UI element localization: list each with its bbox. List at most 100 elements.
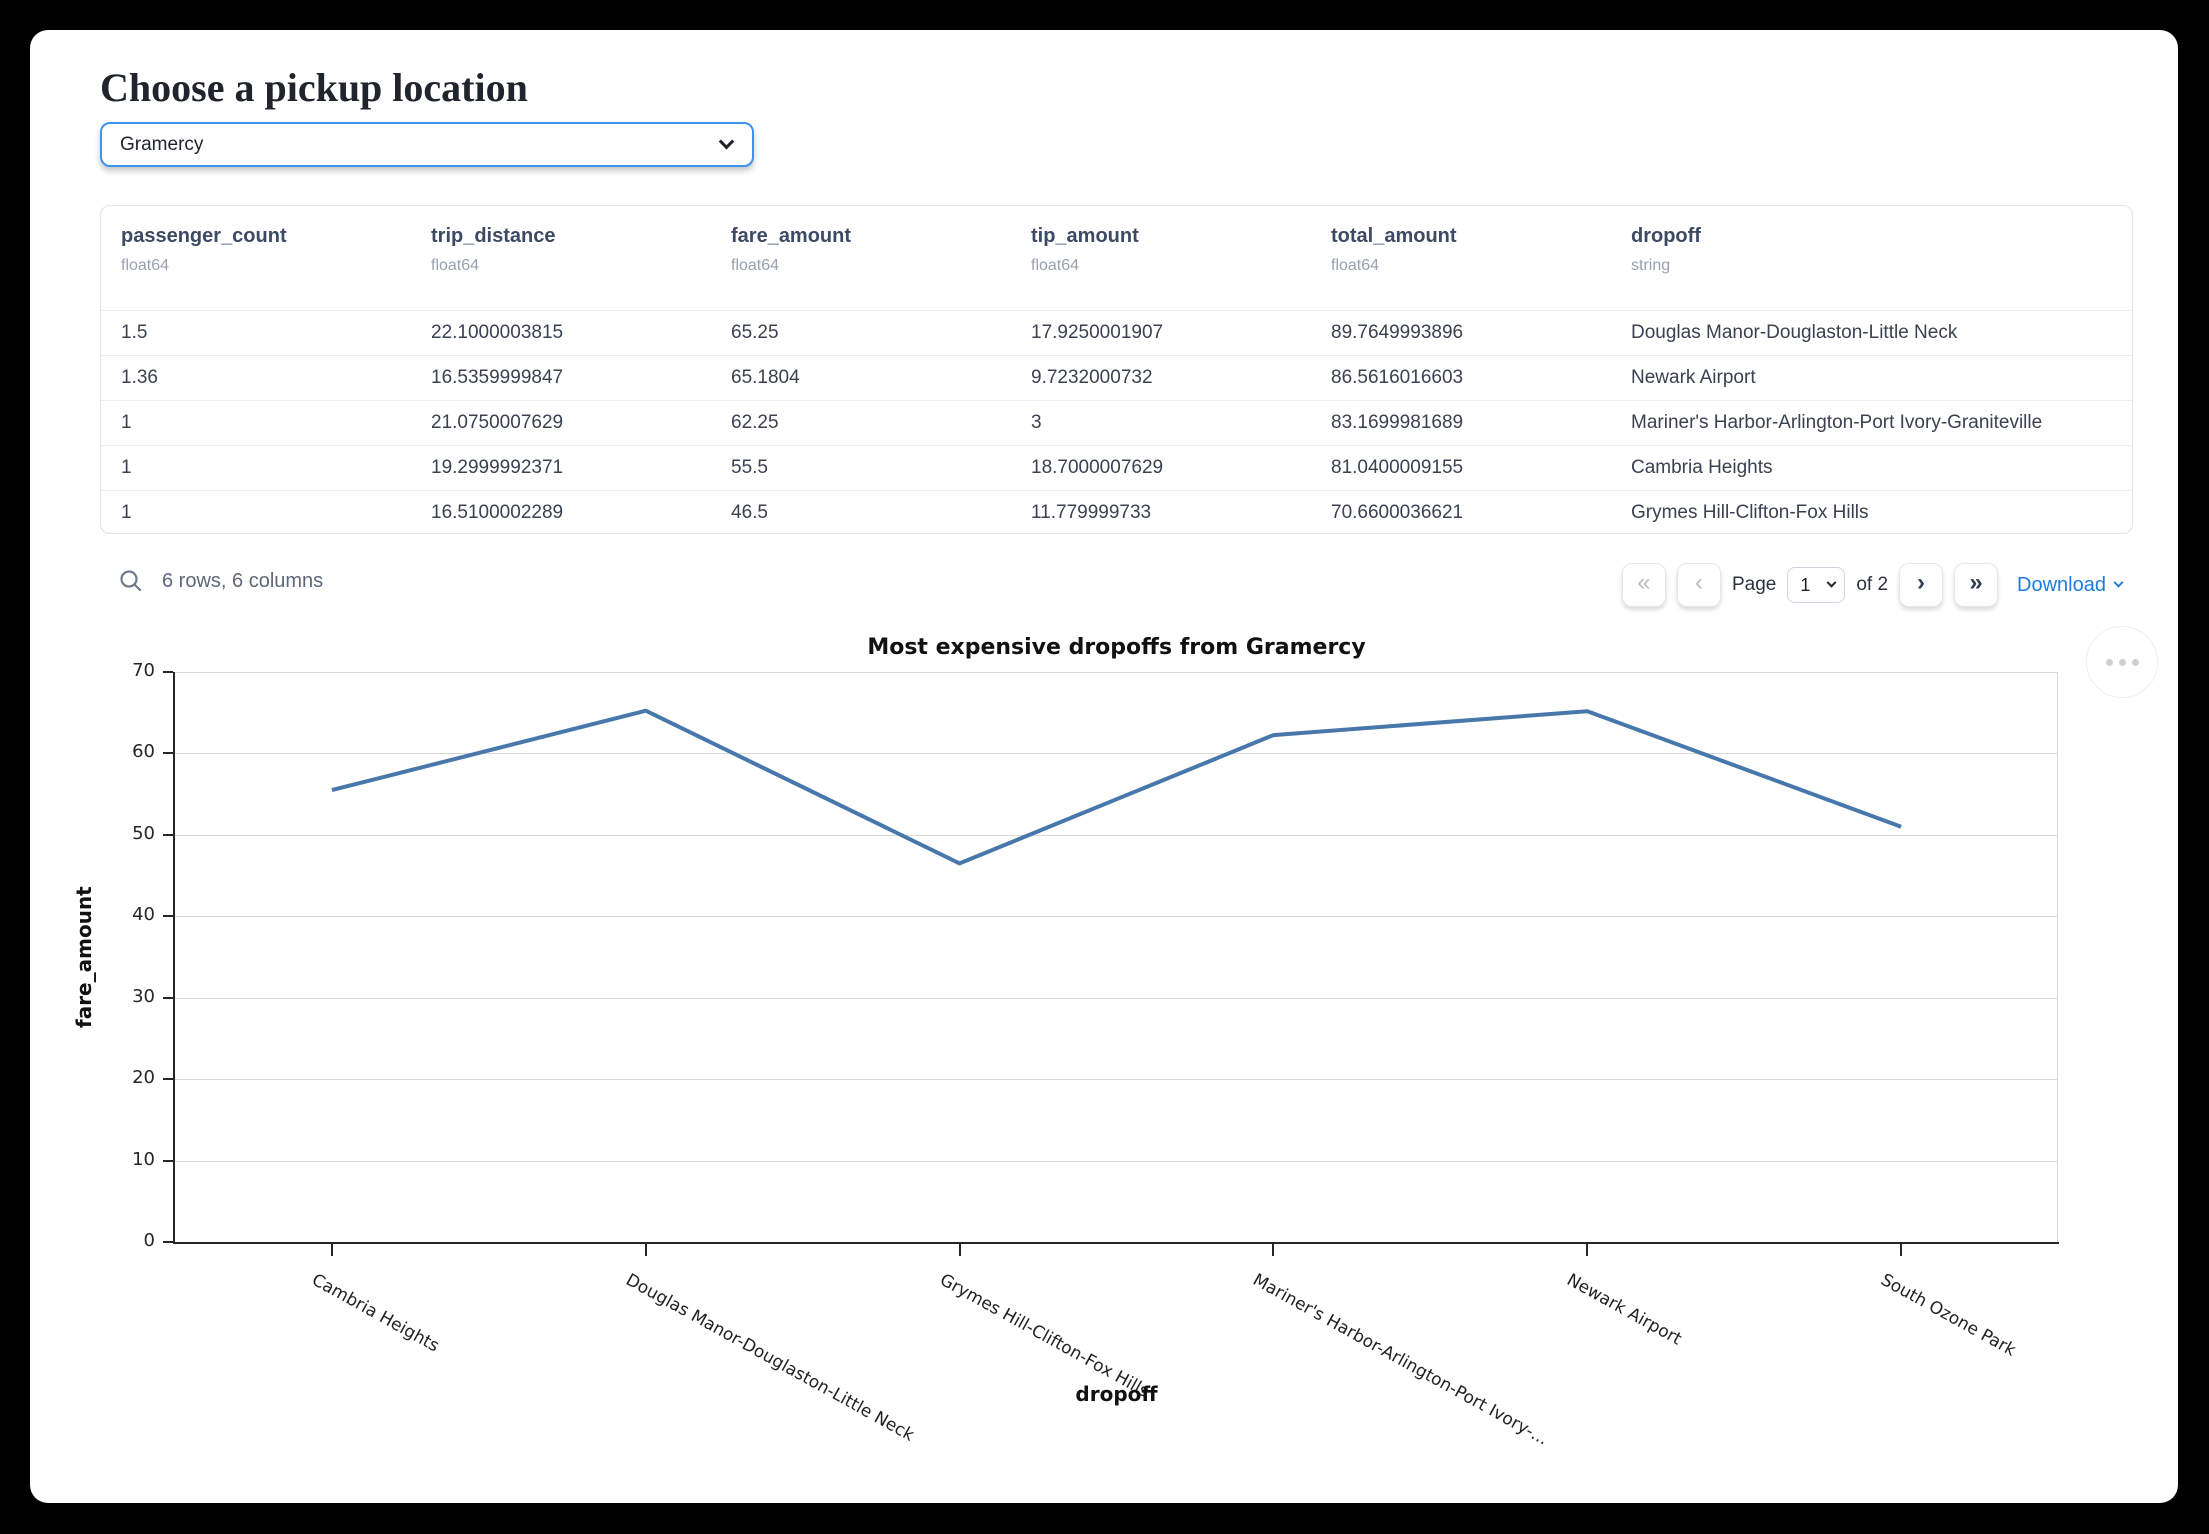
column-type: float64 <box>731 257 780 274</box>
first-page-button[interactable]: « <box>1621 563 1666 607</box>
ellipsis-icon <box>2131 658 2139 666</box>
line-chart <box>331 708 1902 866</box>
table-row[interactable]: 1 19.2999992371 55.5 18.7000007629 81.040000… <box>101 445 2132 490</box>
column-name: fare_amount <box>731 225 852 247</box>
x-tick-mark <box>644 1244 647 1256</box>
download-label: Download <box>2017 573 2106 596</box>
table-row[interactable]: 1.5 22.1000003815 65.25 17.9250001907 89.764… <box>101 310 2132 355</box>
table-cell: 16.5359999847 <box>431 367 564 388</box>
x-tick-mark <box>1272 1244 1275 1256</box>
table-cell: 1 <box>121 457 132 478</box>
table-cell: 81.0400009155 <box>1331 457 1464 478</box>
x-tick-label: Newark Airport <box>1563 1270 1686 1350</box>
table-cell: 11.779999733 <box>1031 502 1152 523</box>
table-cell: Mariner's Harbor-Arlington-Port Ivory-Gr… <box>1631 412 2043 433</box>
row-column-count: 6 rows, 6 columns <box>162 569 324 592</box>
page-number-value: 1 <box>1800 574 1811 595</box>
chevron-down-icon <box>1826 577 1837 588</box>
page-total-label: of 2 <box>1856 574 1889 595</box>
table-row[interactable]: 1 21.0750007629 62.25 3 83.1699981689 Mariner… <box>101 400 2132 445</box>
page-label: Page <box>1731 574 1777 595</box>
table-cell: 46.5 <box>731 502 768 523</box>
column-header-total_amount: total_amount float64 <box>1311 206 1611 310</box>
table-body: 1.5 22.1000003815 65.25 17.9250001907 89.764… <box>101 310 2132 533</box>
first-page-icon: « <box>1637 569 1651 596</box>
table-cell: 65.25 <box>731 322 779 343</box>
next-page-icon: › <box>1917 569 1926 596</box>
line-series-fare-amount <box>331 708 1902 866</box>
y-tick-mark <box>163 915 173 918</box>
y-tick-mark <box>163 671 173 673</box>
column-type: float64 <box>121 257 170 274</box>
table-cell: 1.5 <box>121 322 148 343</box>
table-cell: 16.5100002289 <box>431 502 564 523</box>
table-cell: 83.1699981689 <box>1331 412 1464 433</box>
table-cell: 17.9250001907 <box>1031 322 1164 343</box>
prev-page-button[interactable]: ‹ <box>1676 563 1721 607</box>
y-tick-label: 40 <box>132 904 155 926</box>
download-button[interactable]: Download <box>2017 573 2124 597</box>
chevron-down-icon <box>718 133 735 150</box>
pickup-location-value: Gramercy <box>120 133 204 155</box>
gridline <box>175 916 2058 918</box>
x-axis-label: dropoff <box>1075 1382 1158 1406</box>
y-tick-label: 50 <box>132 822 155 844</box>
gridline <box>175 753 2058 755</box>
next-page-button[interactable]: › <box>1899 563 1944 607</box>
x-tick-label: Cambria Heights <box>308 1270 443 1357</box>
table-row[interactable]: 1.36 16.5359999847 65.1804 9.7232000732 86.5… <box>101 355 2132 400</box>
table-cell: 1 <box>121 502 132 523</box>
column-type: float64 <box>431 257 480 274</box>
chart-options-button[interactable] <box>2086 626 2158 698</box>
table-cell: 3 <box>1031 412 1042 433</box>
prev-page-icon: ‹ <box>1694 569 1703 596</box>
pickup-location-select[interactable]: Gramercy <box>100 122 754 167</box>
table-cell: 55.5 <box>731 457 768 478</box>
last-page-icon: » <box>1969 569 1983 596</box>
table-cell: 18.7000007629 <box>1031 457 1164 478</box>
column-name: passenger_count <box>121 225 287 247</box>
table-footer-left: 6 rows, 6 columns <box>118 568 323 594</box>
y-axis-label: fare_amount <box>72 886 96 1028</box>
x-tick-label: Mariner's Harbor-Arlington-Port Ivory-..… <box>1249 1270 1552 1450</box>
column-header-fare_amount: fare_amount float64 <box>711 206 1011 310</box>
gridline <box>175 672 2058 673</box>
column-name: total_amount <box>1331 225 1457 247</box>
table-cell: 1 <box>121 412 132 433</box>
x-tick-mark <box>1586 1244 1589 1256</box>
table-cell: Newark Airport <box>1631 367 1756 388</box>
column-name: trip_distance <box>431 225 556 247</box>
column-type: string <box>1631 257 1671 274</box>
column-type: float64 <box>1031 257 1080 274</box>
x-tick-label: Douglas Manor-Douglaston-Little Neck <box>622 1270 918 1446</box>
y-tick-mark <box>163 752 173 755</box>
table-cell: 21.0750007629 <box>431 412 564 433</box>
y-tick-mark <box>163 996 173 999</box>
search-icon[interactable] <box>118 568 144 594</box>
y-tick-mark <box>163 1159 173 1162</box>
table-cell: 9.7232000732 <box>1031 367 1153 388</box>
column-name: tip_amount <box>1031 225 1139 247</box>
x-tick-label: South Ozone Park <box>1877 1270 2020 1361</box>
chart-x-axis-spine <box>173 1242 2059 1244</box>
table-cell: 19.2999992371 <box>431 457 564 478</box>
gridline <box>175 997 2058 999</box>
table-cell: Douglas Manor-Douglaston-Little Neck <box>1631 322 1958 343</box>
ellipsis-icon <box>2118 658 2126 666</box>
last-page-button[interactable]: » <box>1954 563 1999 607</box>
table-cell: 70.6600036621 <box>1331 502 1464 523</box>
x-tick-mark <box>958 1244 961 1256</box>
chevron-down-icon <box>2113 577 2124 588</box>
table-cell: 89.7649993896 <box>1331 322 1464 343</box>
column-header-passenger_count: passenger_count float64 <box>101 206 411 310</box>
x-tick-mark <box>330 1244 333 1256</box>
table-cell: 22.1000003815 <box>431 322 564 343</box>
y-tick-label: 0 <box>143 1230 155 1251</box>
table-row[interactable]: 1 16.5100002289 46.5 11.779999733 70.6600036… <box>101 490 2132 533</box>
ellipsis-icon <box>2105 658 2113 666</box>
page-number-select[interactable]: 1 <box>1787 567 1846 603</box>
column-header-dropoff: dropoff string <box>1611 206 2132 310</box>
y-tick-label: 20 <box>132 1067 155 1089</box>
